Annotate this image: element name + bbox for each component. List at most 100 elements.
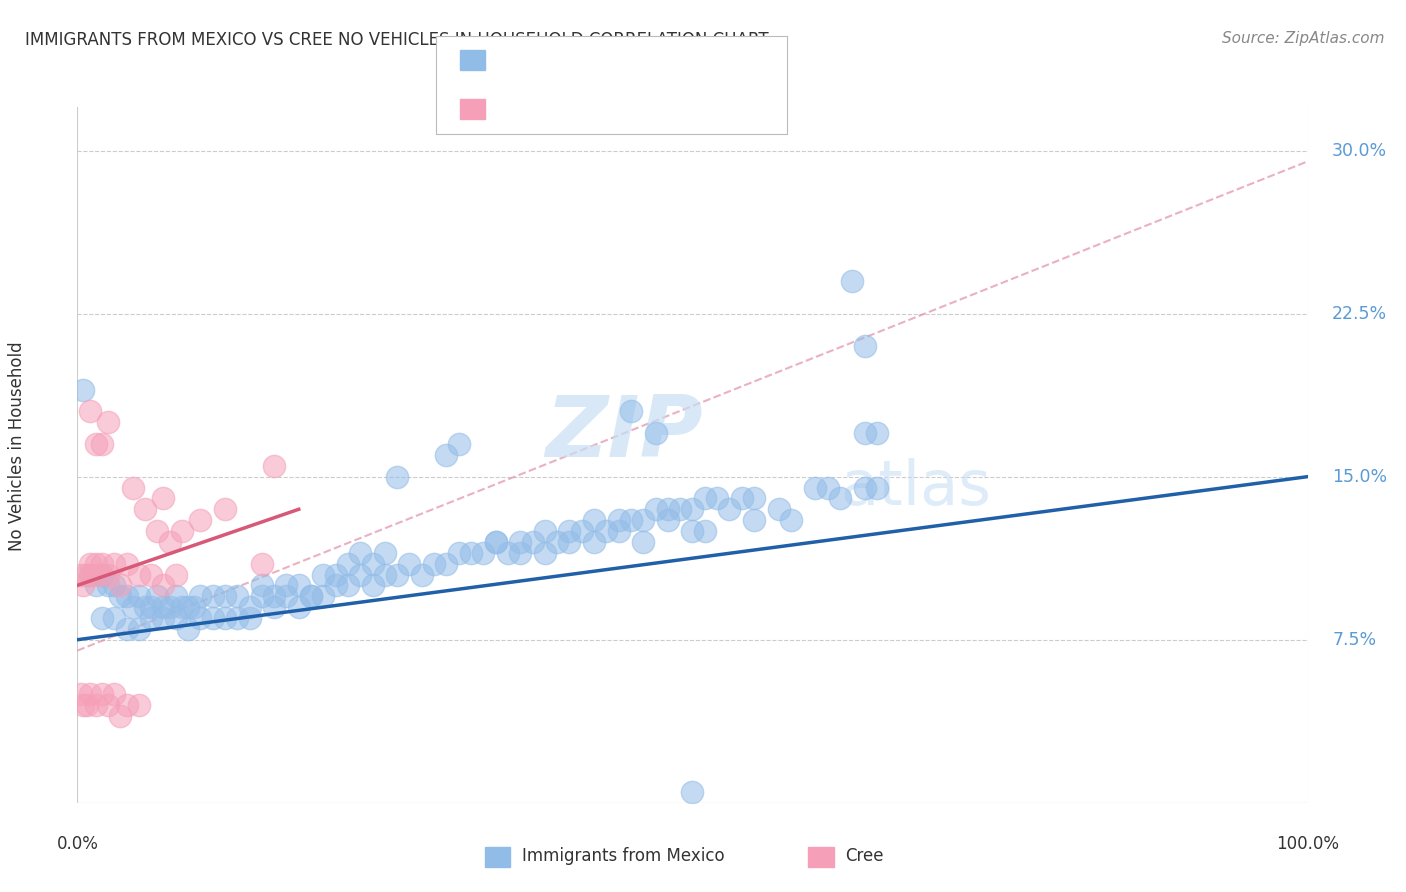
Point	[121, 600, 143, 615]
Point	[657, 513, 679, 527]
Text: No Vehicles in Household: No Vehicles in Household	[8, 341, 25, 551]
Point	[84, 578, 107, 592]
Point	[177, 600, 200, 615]
Point	[742, 491, 765, 506]
Point	[141, 611, 163, 625]
Point	[72, 698, 94, 712]
Text: 108: 108	[651, 51, 688, 69]
Point	[214, 589, 236, 603]
Point	[349, 546, 371, 560]
Point	[103, 578, 125, 592]
Point	[90, 687, 114, 701]
Point	[768, 502, 790, 516]
Point	[79, 567, 101, 582]
Point	[121, 481, 143, 495]
Text: N =: N =	[612, 51, 643, 69]
Point	[337, 557, 360, 571]
Point	[633, 535, 655, 549]
Point	[90, 611, 114, 625]
Point	[682, 785, 704, 799]
Point	[214, 502, 236, 516]
Text: R =: R =	[496, 51, 533, 69]
Point	[780, 513, 803, 527]
Point	[718, 502, 741, 516]
Point	[170, 600, 193, 615]
Point	[472, 546, 495, 560]
Point	[804, 481, 827, 495]
Point	[325, 578, 347, 592]
Point	[188, 589, 212, 603]
Point	[853, 481, 876, 495]
Point	[134, 600, 156, 615]
Text: 35: 35	[651, 100, 675, 118]
Point	[447, 546, 470, 560]
Point	[436, 448, 458, 462]
Point	[70, 687, 93, 701]
Point	[620, 513, 643, 527]
Point	[607, 513, 630, 527]
Point	[742, 513, 765, 527]
Point	[110, 589, 132, 603]
Point	[76, 698, 98, 712]
Point	[72, 383, 94, 397]
Point	[509, 535, 531, 549]
Point	[423, 557, 446, 571]
Point	[571, 524, 593, 538]
Point	[128, 698, 150, 712]
Point	[853, 339, 876, 353]
Point	[152, 578, 174, 592]
Point	[325, 567, 347, 582]
Point	[385, 469, 409, 483]
Point	[411, 567, 433, 582]
Point	[276, 578, 298, 592]
Point	[159, 535, 181, 549]
Point	[97, 578, 120, 592]
Point	[595, 524, 617, 538]
Point	[460, 546, 482, 560]
Point	[830, 491, 852, 506]
Point	[103, 557, 125, 571]
Point	[89, 567, 111, 582]
Point	[250, 557, 273, 571]
Point	[141, 567, 163, 582]
Point	[447, 437, 470, 451]
Text: 30.0%: 30.0%	[1333, 142, 1388, 160]
Point	[97, 567, 120, 582]
Point	[534, 546, 557, 560]
Point	[299, 589, 322, 603]
Text: 0.319: 0.319	[544, 51, 599, 69]
Text: 0.131: 0.131	[544, 100, 599, 118]
Point	[374, 567, 396, 582]
Point	[70, 567, 93, 582]
Point	[496, 546, 519, 560]
Text: 7.5%: 7.5%	[1333, 631, 1376, 648]
Text: R =: R =	[496, 100, 533, 118]
Point	[115, 589, 138, 603]
Point	[110, 708, 132, 723]
Point	[152, 600, 174, 615]
Point	[693, 491, 716, 506]
Point	[115, 557, 138, 571]
Text: atlas: atlas	[841, 458, 991, 517]
Point	[558, 535, 581, 549]
Point	[583, 513, 606, 527]
Point	[152, 611, 174, 625]
Point	[141, 600, 163, 615]
Point	[165, 611, 187, 625]
Point	[817, 481, 839, 495]
Point	[152, 491, 174, 506]
Point	[159, 600, 181, 615]
Point	[385, 567, 409, 582]
Point	[866, 426, 889, 441]
Point	[128, 622, 150, 636]
Point	[607, 524, 630, 538]
Point	[485, 535, 508, 549]
Point	[522, 535, 544, 549]
Text: 0.0%: 0.0%	[56, 836, 98, 854]
Point	[79, 404, 101, 418]
Point	[841, 274, 863, 288]
Point	[72, 578, 94, 592]
Text: 100.0%: 100.0%	[1277, 836, 1339, 854]
Point	[170, 524, 193, 538]
Point	[693, 524, 716, 538]
